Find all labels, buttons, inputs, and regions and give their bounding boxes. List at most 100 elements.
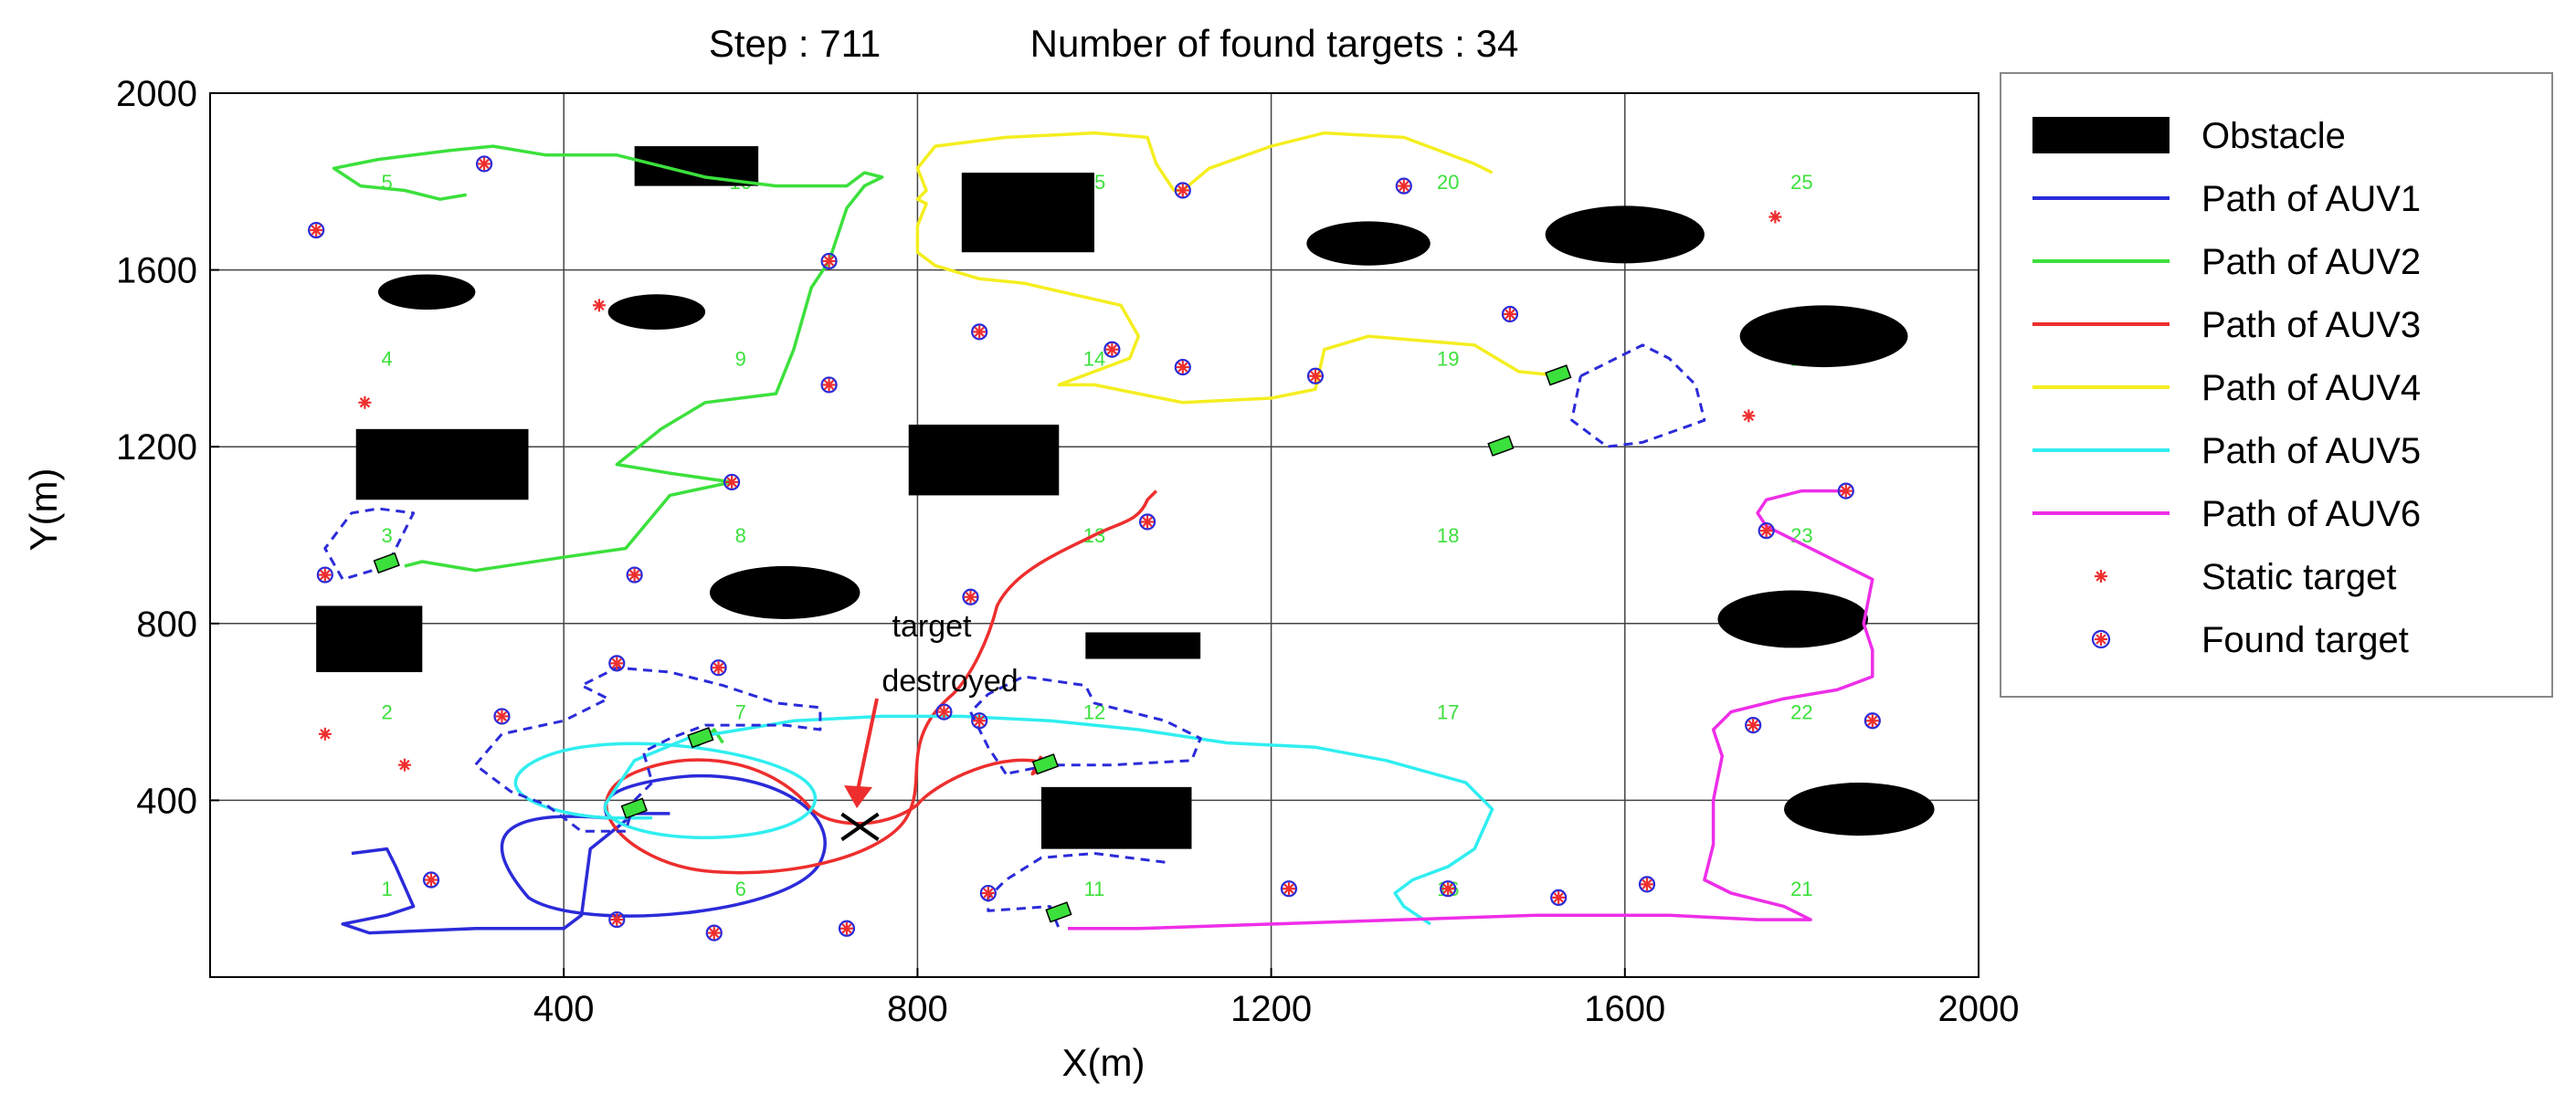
found-target-ring-23 [705,924,723,941]
y-axis-ticks: 400 800 1200 1600 2000 [116,74,219,821]
obstacle-ellipse-12 [1739,305,1908,368]
found-target-ring-13 [1501,305,1519,323]
region-label-20: 20 [1437,171,1459,194]
legend-label-6: Path of AUV6 [2201,494,2421,534]
annotation-arrowhead [844,785,872,808]
static-target-2-stroke-3 [320,729,331,740]
found-target-11-stroke-3 [1177,362,1188,373]
obstacle-ellipse-13 [1717,590,1868,648]
search-region-outline [323,343,1706,930]
legend-label-8: Found target [2201,620,2409,660]
found-target-ring-32 [1745,717,1762,734]
region-label-18: 18 [1437,524,1459,547]
legend-label-4: Path of AUV4 [2201,368,2421,408]
auv-marker-0 [373,552,400,574]
found-target-11 [1176,361,1189,374]
found-target-10 [1105,342,1119,356]
obstacle-rect-0 [316,605,423,673]
found-target-4 [725,475,739,489]
y-axis-label: Y(m) [22,468,65,552]
path-auv1 [341,773,827,935]
y-tick-label-0: 400 [136,781,197,821]
region-label-17: 17 [1437,701,1459,724]
legend: Obstacle Path of AUV1 Path of AUV2 Path of … [2000,72,2553,698]
region-label-14: 14 [1083,347,1105,370]
found-target-ring-16 [608,655,626,672]
found-target-ring-24 [838,920,856,937]
obstacle-rect-6 [1040,786,1192,849]
static-target-0-stroke-3 [359,397,371,408]
region-label-22: 22 [1790,701,1812,724]
obstacle-rect-1 [355,428,529,500]
found-target-17-stroke-3 [713,662,724,673]
annotation-arrow [855,698,879,795]
region-label-3: 3 [381,524,392,547]
found-target-30 [1759,524,1773,538]
found-target-0 [310,224,323,237]
found-target-ring-19 [935,703,953,721]
found-target-ring-22 [608,910,626,929]
found-target-ring-6 [316,566,333,584]
region-labels: 1234567891011121314151617181920212223242… [381,171,1812,900]
found-target-7-stroke-3 [974,326,985,338]
auv-markers-layer [373,364,1572,923]
found-target-ring-15 [962,588,979,605]
region-label-4: 4 [381,347,392,370]
auv-marker-6 [1487,435,1515,457]
legend-swatch-static-target [2095,570,2107,583]
found-target-28-stroke-3 [1553,892,1564,903]
found-target-3-stroke-3 [823,379,835,391]
x-tick-label-0: 400 [533,989,595,1029]
y-tick-label-1: 800 [136,605,197,645]
path-auv6 [1068,489,1874,931]
found-target-ring-5 [626,566,643,584]
found-target-2 [822,254,836,268]
static-target-3-stroke-3 [399,760,410,771]
x-tick-label-1: 800 [887,989,948,1029]
obstacle-rect-3 [961,173,1094,253]
obstacle-ellipse-8 [607,294,706,330]
found-target-13 [1503,308,1516,321]
y-tick-label-2: 1200 [116,427,197,468]
obstacle-ellipse-11 [1545,205,1705,264]
obstacles-layer [316,146,1935,849]
destroyed-target-marker [840,812,880,842]
found-target-ring-14 [1138,513,1156,531]
found-target-ring-33 [1863,712,1881,730]
x-axis-ticks: 400 800 1200 1600 2000 [533,968,2019,1029]
static-target-2 [318,727,332,741]
found-target-20-stroke-3 [974,715,985,726]
found-target-20 [973,714,987,728]
legend-label-3: Path of AUV3 [2201,305,2421,345]
found-target-14 [1141,515,1155,529]
found-target-6 [318,568,332,582]
region-label-11: 11 [1084,878,1105,900]
static-target-4 [1742,409,1756,423]
found-target-ring-17 [710,659,727,677]
legend-box [2000,72,2553,698]
legend-label-5: Path of AUV5 [2201,431,2421,471]
plot-frame [209,92,1980,978]
found-target-31-stroke-3 [1841,485,1852,497]
region-label-7: 7 [735,701,746,724]
found-target-ring-21 [422,871,440,889]
found-target-16 [610,657,624,670]
found-target-ring-4 [723,473,741,491]
chart-subtitle: Number of found targets : 34 [1030,22,1519,65]
obstacle-ellipse-7 [377,274,476,310]
auv-marker-3 [1031,753,1060,775]
legend-swatch-obstacle [2032,117,2170,153]
found-target-8-stroke-3 [1177,184,1188,196]
found-target-25 [981,887,995,900]
x-axis-label: X(m) [1062,1041,1145,1084]
x-tick-label-3: 1600 [1584,989,1665,1029]
found-target-29 [1641,878,1653,891]
auv-marker-1 [687,727,714,749]
found-target-27-stroke-3 [1442,883,1453,894]
found-target-28 [1552,890,1566,904]
found-target-ring-25 [979,884,997,902]
found-target-16-stroke-3 [611,657,622,669]
found-target-ring-7 [971,323,988,341]
legend-label-2: Path of AUV2 [2201,242,2421,282]
